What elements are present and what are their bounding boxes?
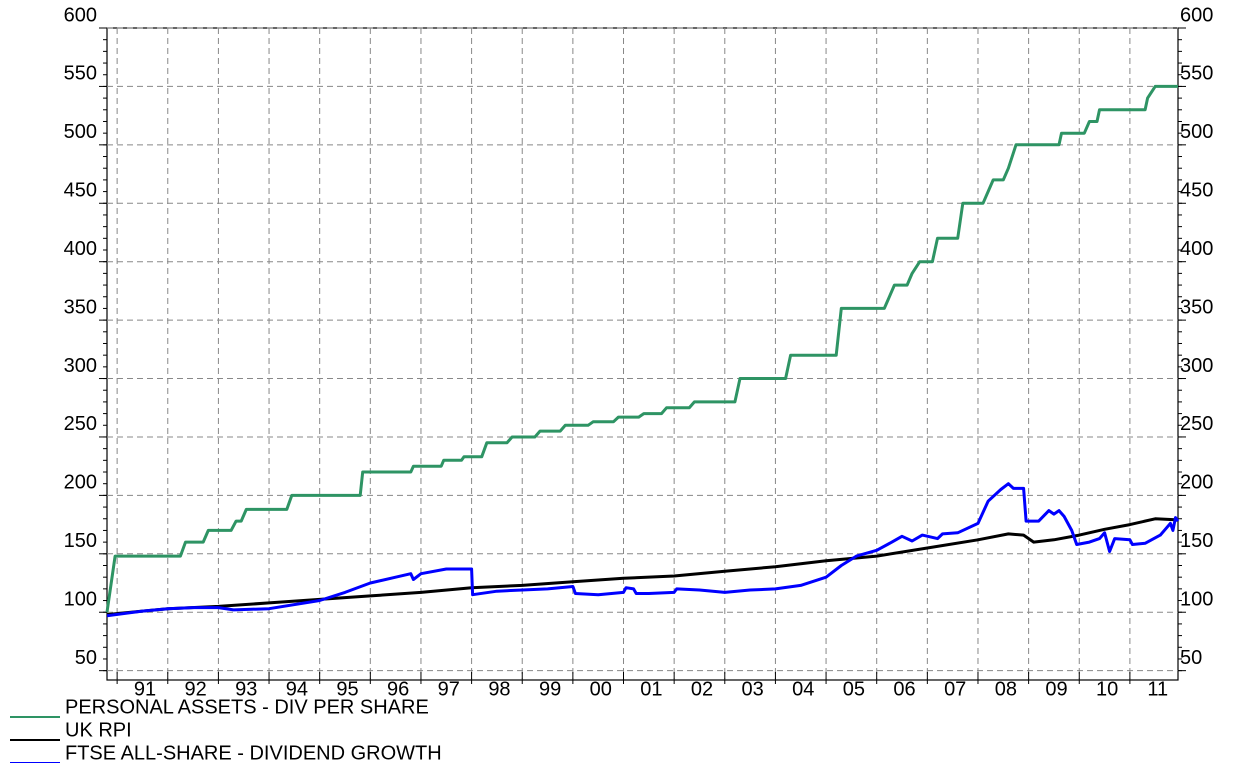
y-tick-label: 300: [64, 355, 97, 377]
y2-tick-label: 450: [1180, 180, 1213, 202]
y-tick-label: 250: [64, 413, 97, 435]
legend-label: PERSONAL ASSETS - DIV PER SHARE: [65, 696, 429, 718]
x-tick-label: 10: [1096, 678, 1118, 700]
x-tick-label: 06: [893, 678, 915, 700]
series-line: [105, 84, 1178, 613]
x-tick-label: 00: [590, 678, 612, 700]
y2-tick-label: 150: [1180, 530, 1213, 552]
x-tick-label: 99: [539, 678, 561, 700]
y2-tick-label: 550: [1180, 63, 1213, 85]
legend-label: FTSE ALL-SHARE - DIVIDEND GROWTH: [65, 742, 442, 763]
x-tick-label: 93: [235, 678, 257, 700]
y2-tick-label: 50: [1180, 647, 1202, 669]
x-tick-label: 95: [336, 678, 358, 700]
x-tick-label: 01: [640, 678, 662, 700]
x-tick-label: 92: [184, 678, 206, 700]
x-tick-label: 97: [438, 678, 460, 700]
y2-tick-label: 400: [1180, 238, 1213, 260]
x-tick-label: 02: [691, 678, 713, 700]
y-tick-label: 500: [64, 121, 97, 143]
y2-tick-label: 300: [1180, 355, 1213, 377]
x-tick-label: 11: [1147, 678, 1168, 700]
y2-tick-label: 200: [1180, 472, 1213, 494]
legend-label: UK RPI: [65, 719, 132, 741]
x-tick-label: 96: [387, 678, 409, 700]
y-tick-label: 200: [64, 472, 97, 494]
plot-frame: [106, 27, 1179, 681]
y-tick-label: 400: [64, 238, 97, 260]
y-tick-label: 450: [64, 180, 97, 202]
y2-tick-label: 100: [1180, 589, 1213, 611]
y2-tick-label: 250: [1180, 413, 1213, 435]
x-tick-label: 94: [286, 678, 308, 700]
y2-tick-label: 600: [1180, 4, 1213, 26]
series-line: [106, 482, 1180, 618]
y-tick-label: 600: [64, 4, 97, 26]
x-tick-label: 98: [488, 678, 510, 700]
y-tick-label: 50: [75, 647, 97, 669]
x-tick-label: 03: [742, 678, 764, 700]
y2-tick-label: 350: [1180, 296, 1213, 318]
x-tick-label: 91: [134, 678, 156, 700]
y-tick-label: 550: [64, 63, 97, 85]
x-tick-label: 08: [995, 678, 1017, 700]
x-tick-label: 05: [843, 678, 865, 700]
y-tick-label: 350: [64, 296, 97, 318]
y-tick-label: 150: [64, 530, 97, 552]
x-tick-label: 07: [944, 678, 966, 700]
series-line: [106, 517, 1179, 617]
x-tick-label: 09: [1045, 678, 1067, 700]
x-tick-label: 04: [792, 678, 814, 700]
y2-tick-label: 500: [1180, 121, 1213, 143]
y-tick-label: 100: [64, 589, 97, 611]
